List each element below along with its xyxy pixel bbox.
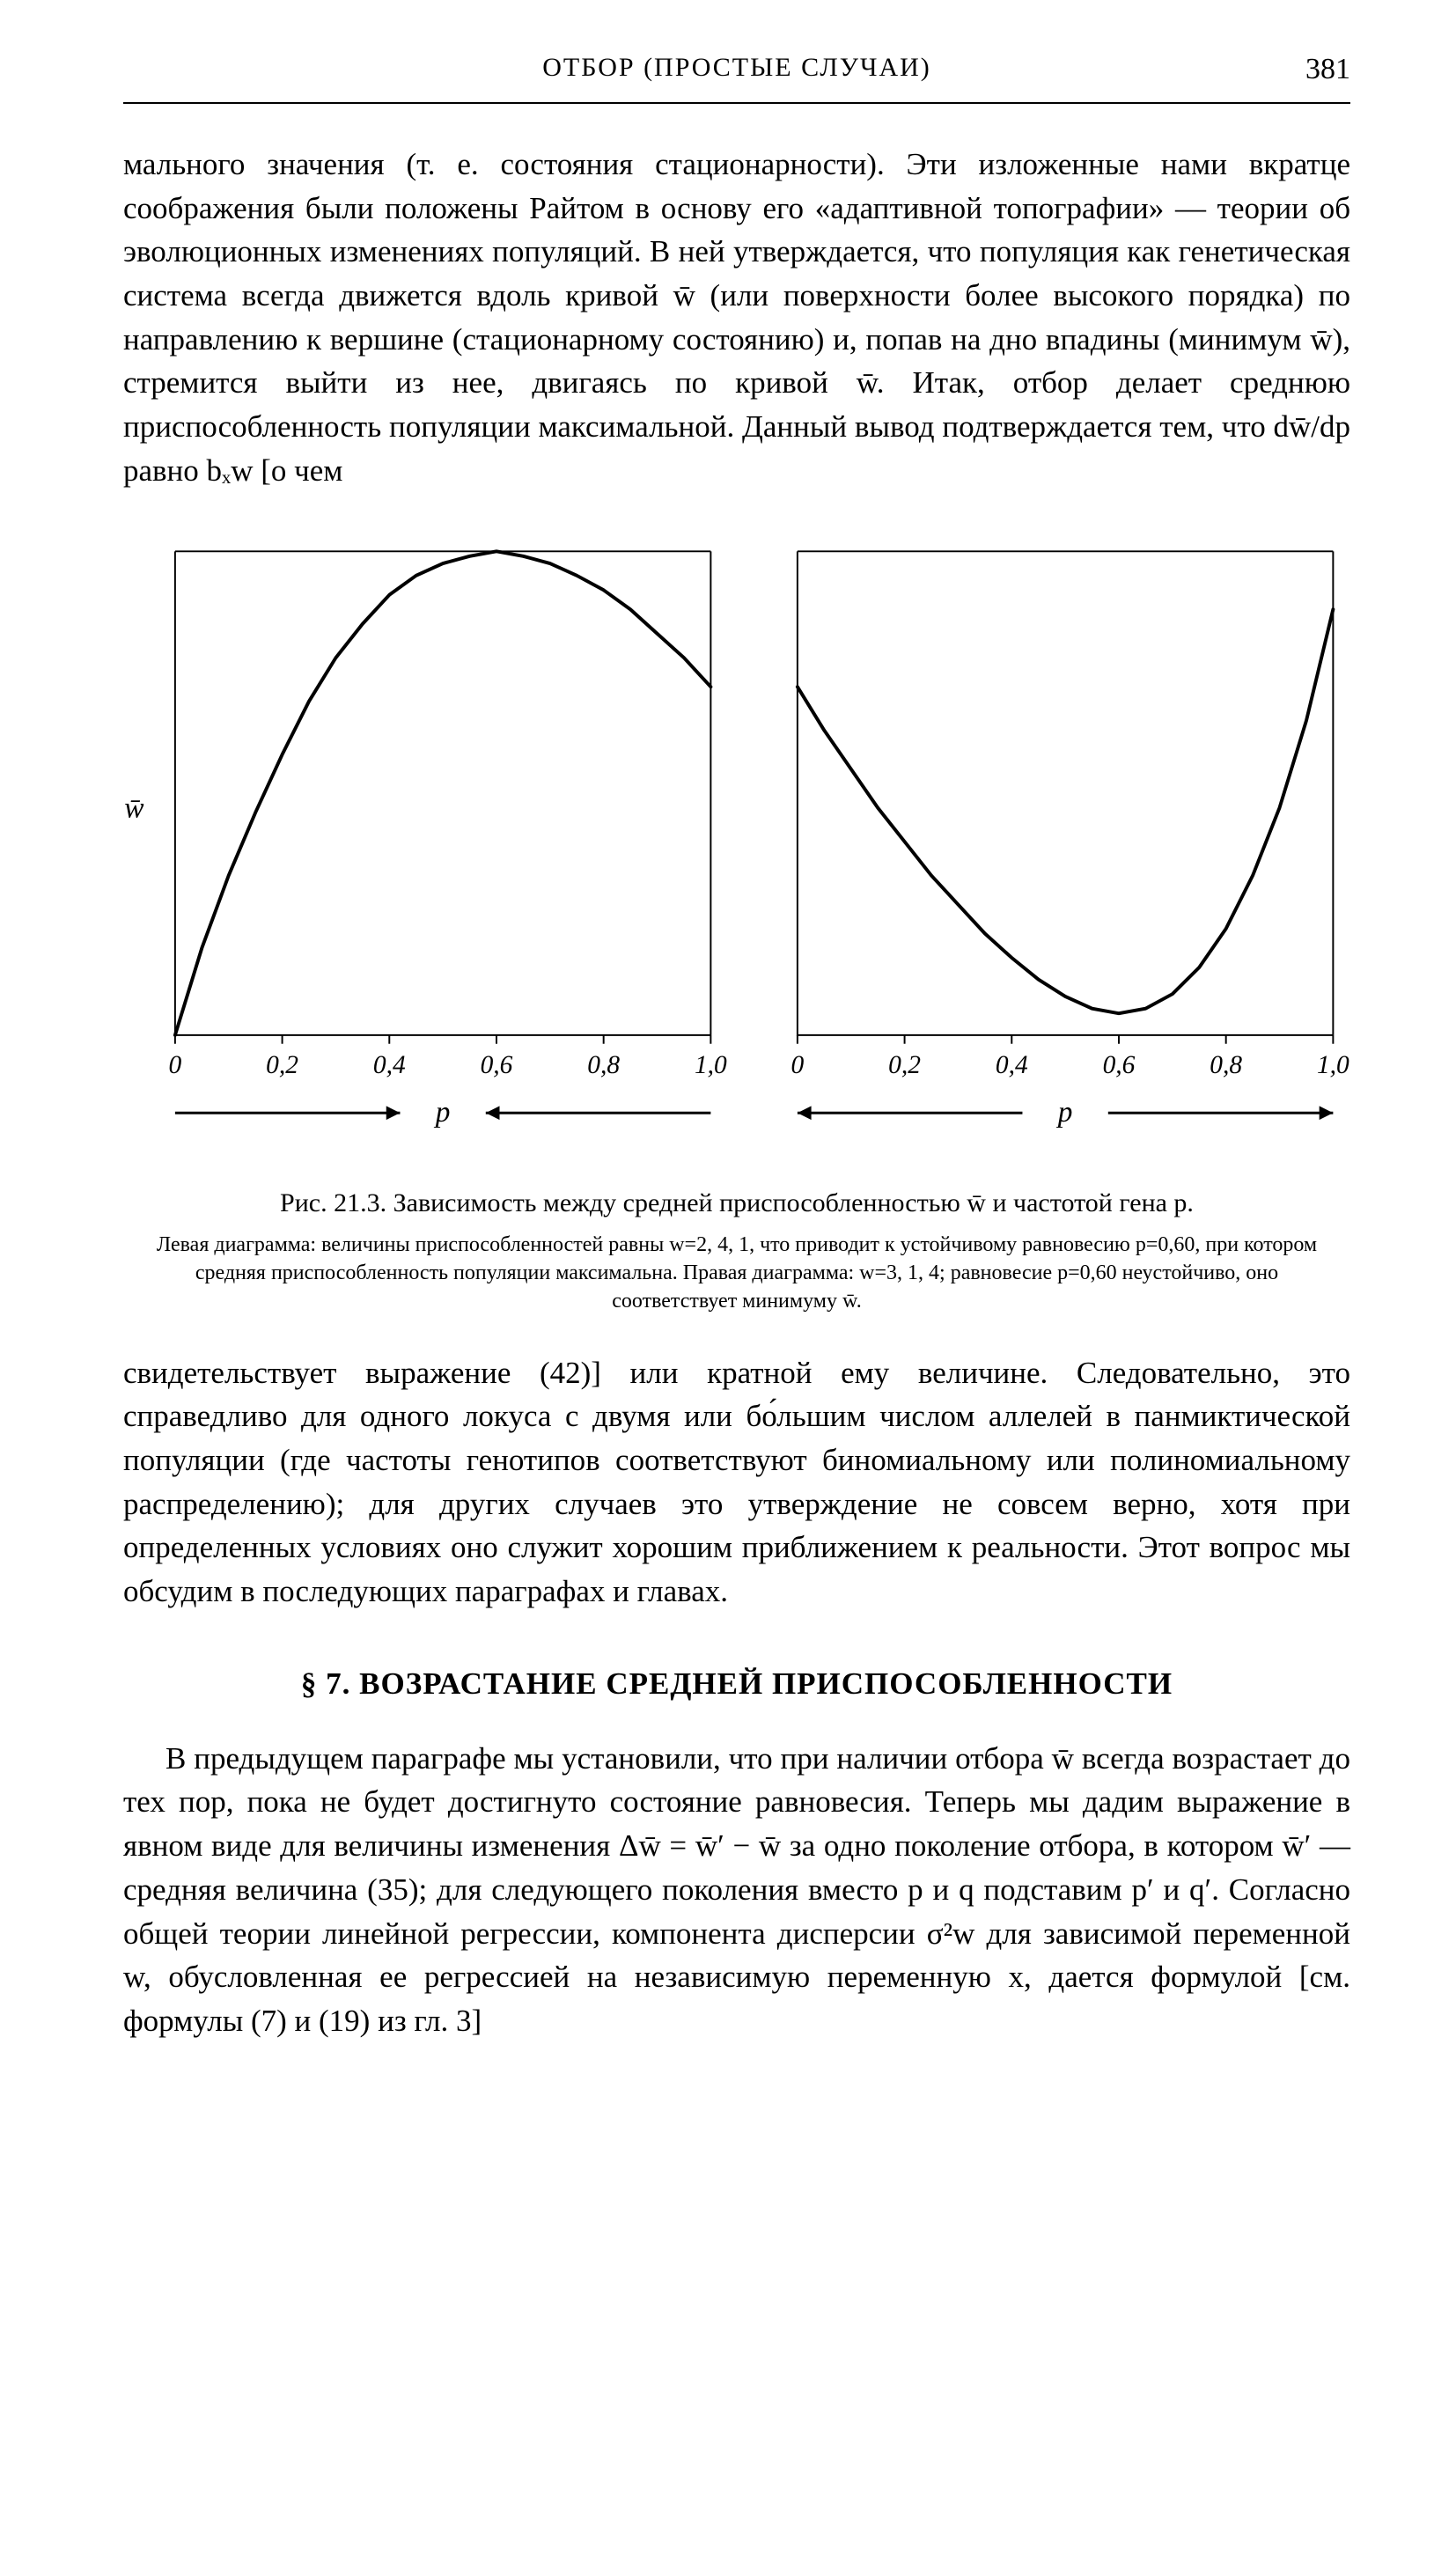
- header-rule: [123, 102, 1350, 104]
- chart-right: 00,20,40,60,81,0w̄p: [746, 528, 1350, 1162]
- paragraph-2: свидетельствует выражение (42)] или крат…: [123, 1351, 1350, 1614]
- x-tick-label: 1,0: [1317, 1051, 1349, 1079]
- x-tick-label: 0: [169, 1051, 182, 1079]
- x-tick-label: 0,6: [1103, 1051, 1136, 1079]
- paragraph-3: В предыдущем параграфе мы установили, чт…: [123, 1737, 1350, 2043]
- figure-caption-sub: Левая диаграмма: величины приспособленно…: [132, 1231, 1342, 1316]
- direction-arrow: [486, 1106, 711, 1120]
- chart-axes: [175, 551, 710, 1035]
- direction-arrow: [175, 1106, 401, 1120]
- direction-arrow: [798, 1106, 1023, 1120]
- figure-caption-block: Рис. 21.3. Зависимость между средней при…: [123, 1188, 1350, 1316]
- page-number: 381: [1305, 53, 1350, 86]
- figure-caption-main: Рис. 21.3. Зависимость между средней при…: [132, 1188, 1342, 1218]
- x-tick-label: 0: [791, 1051, 805, 1079]
- x-tick-label: 0,8: [1210, 1051, 1242, 1079]
- x-tick-label: 0,2: [888, 1051, 921, 1079]
- chart-curve: [798, 609, 1333, 1013]
- x-axis-label: p: [434, 1096, 451, 1129]
- chart-left: 0 0,2 0,4 0,6 0,8 1,0 w̄ p: [123, 528, 728, 1162]
- running-title: ОТБОР (ПРОСТЫЕ СЛУЧАИ): [542, 53, 931, 83]
- chart-curve: [175, 551, 710, 1035]
- page-header: ОТБОР (ПРОСТЫЕ СЛУЧАИ) 381: [123, 53, 1350, 83]
- direction-arrow: [1108, 1106, 1334, 1120]
- x-tick-label: 0,4: [373, 1051, 406, 1079]
- section-heading: § 7. ВОЗРАСТАНИЕ СРЕДНЕЙ ПРИСПОСОБЛЕННОС…: [123, 1666, 1350, 1702]
- figure-row: 0 0,2 0,4 0,6 0,8 1,0 w̄ p 0 0,2 0,4 0,6 0,8 1,0 w̄ p: [123, 528, 1350, 1162]
- paragraph-1: мального значения (т. е. состояния стаци…: [123, 143, 1350, 493]
- x-tick-label: 0,4: [996, 1051, 1028, 1079]
- page-container: ОТБОР (ПРОСТЫЕ СЛУЧАИ) 381 мального знач…: [0, 0, 1456, 2574]
- x-tick-label: 0,6: [481, 1051, 513, 1079]
- y-axis-label: w̄: [124, 791, 143, 824]
- x-tick-label: 1,0: [695, 1051, 727, 1079]
- chart-axes: [798, 551, 1333, 1035]
- x-tick-label: 0,2: [266, 1051, 298, 1079]
- x-axis-label: p: [1056, 1096, 1073, 1129]
- x-tick-label: 0,8: [587, 1051, 620, 1079]
